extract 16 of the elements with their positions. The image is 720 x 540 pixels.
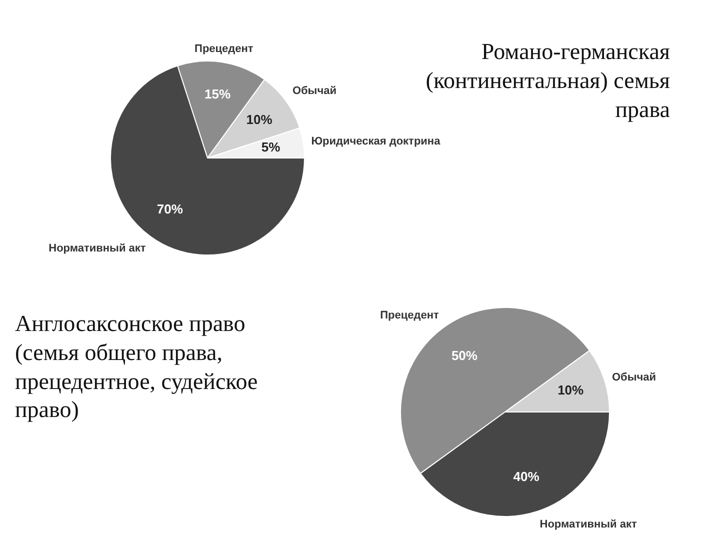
slice-label: Нормативный акт <box>48 242 146 254</box>
data-label: 10% <box>246 112 273 127</box>
data-label: 50% <box>451 348 478 363</box>
slice-label: Юридическая доктрина <box>311 136 442 148</box>
slice-label: Прецедент <box>194 42 254 55</box>
slice-label: Обычай <box>292 84 336 97</box>
data-label: 40% <box>513 469 540 484</box>
text: Романо-германская (континентальная) семья права <box>424 38 670 124</box>
data-label: 5% <box>261 140 281 155</box>
text: Англосаксонское право (семья общего права, прецедентное, судейское право) <box>15 310 259 424</box>
data-label: 70% <box>156 201 184 216</box>
slice-label: Прецедент <box>380 310 440 322</box>
slice-label: Обычай <box>612 371 656 384</box>
data-label: 10% <box>558 382 584 398</box>
slice-label: Нормативный акт <box>540 518 638 531</box>
data-label: 15% <box>204 86 231 102</box>
